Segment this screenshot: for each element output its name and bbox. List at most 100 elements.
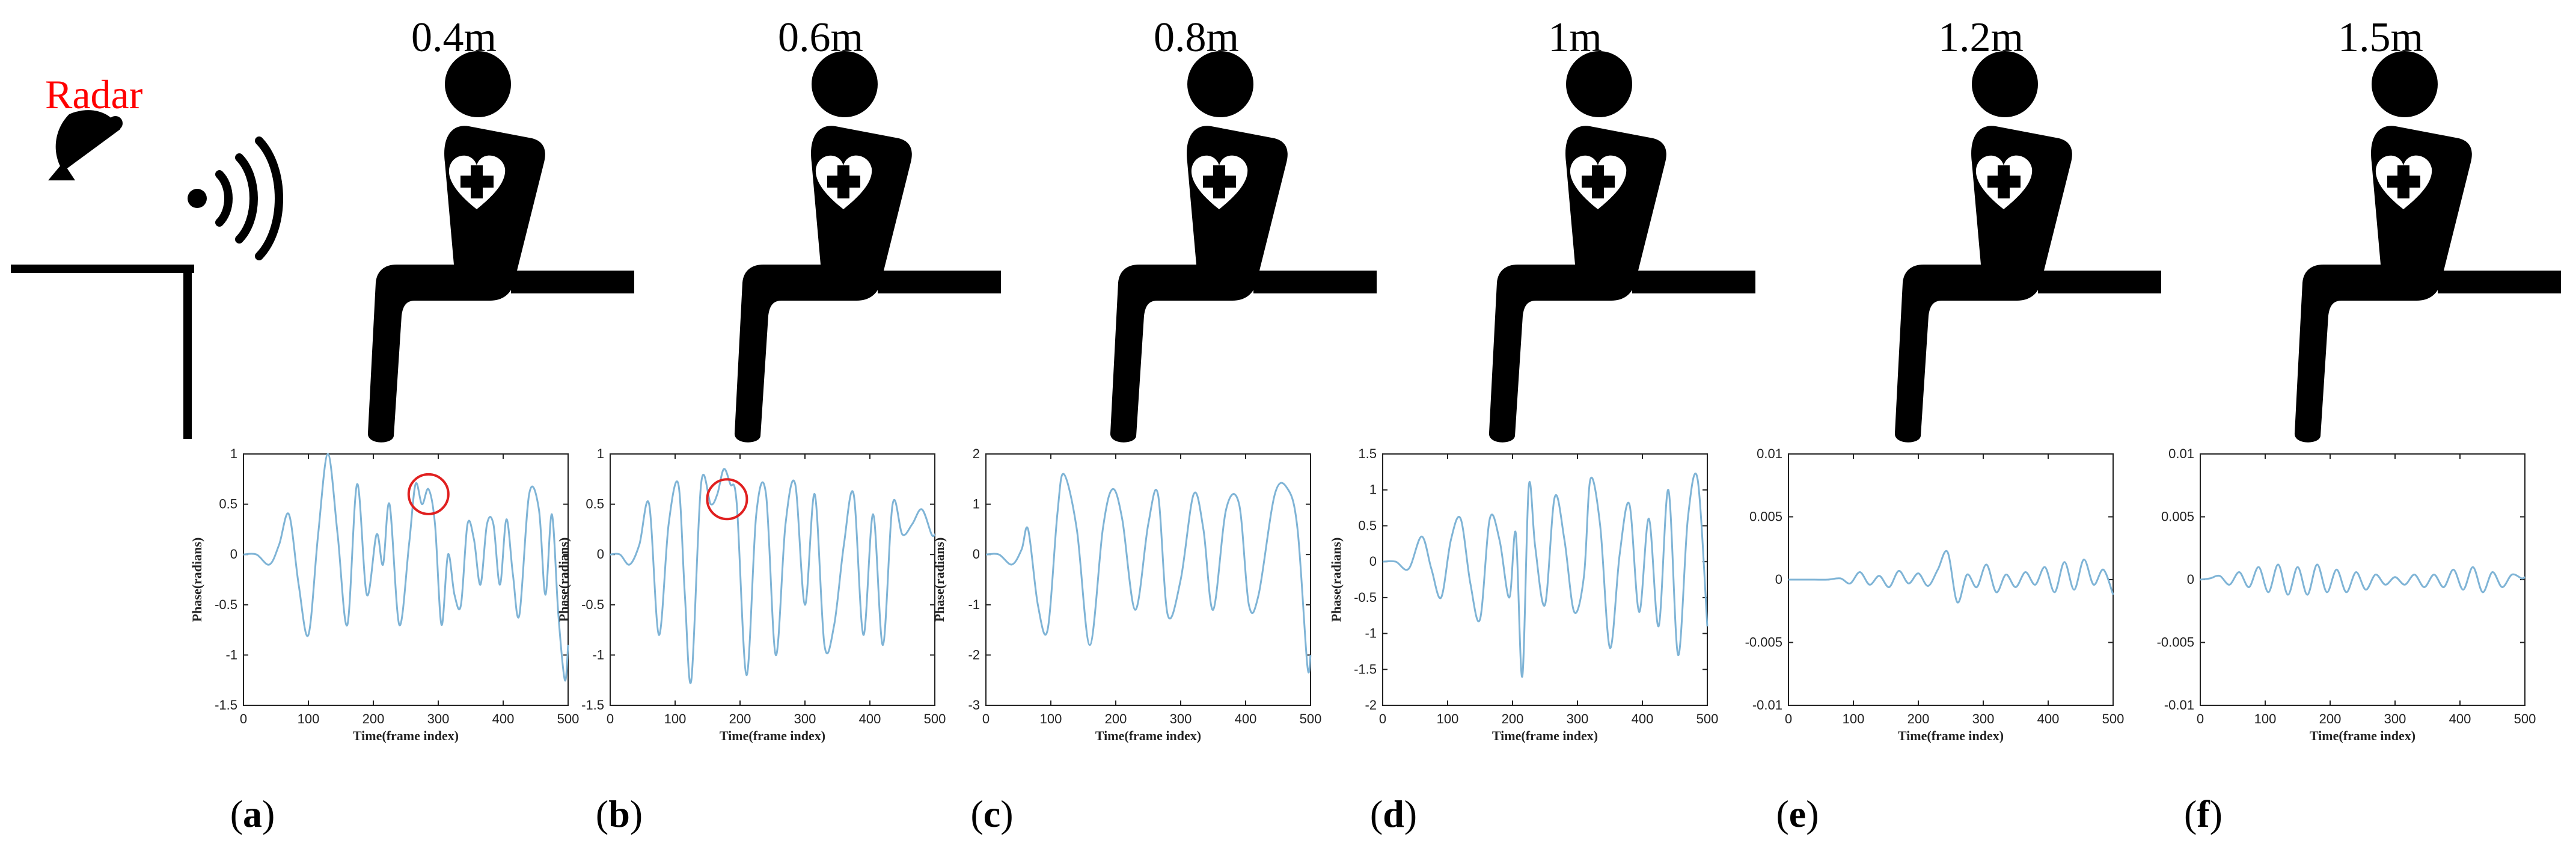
x-axis-label: Time(frame index): [720, 728, 825, 743]
panel-caption: (c): [970, 792, 1013, 835]
y-tick-label: -0.005: [1745, 635, 1782, 650]
x-tick-label: 100: [1040, 711, 1062, 726]
y-tick-label: -0.5: [1354, 590, 1377, 605]
y-tick-label: -2: [1365, 697, 1377, 713]
y-tick-label: -3: [968, 697, 980, 713]
seated-person-heart-icon: [1488, 51, 1755, 443]
phase-series-line: [1382, 473, 1709, 678]
x-tick-label: 400: [2449, 711, 2471, 726]
person-1: 0.4m: [367, 14, 634, 443]
y-tick-label: 0: [230, 547, 237, 562]
x-tick-label: 400: [492, 711, 515, 726]
highlight-circle: [407, 473, 450, 515]
x-tick-label: 500: [1696, 711, 1719, 726]
y-tick-label: 0.01: [2168, 446, 2194, 461]
x-tick-label: 400: [1235, 711, 1257, 726]
y-tick-label: 0.01: [1757, 446, 1782, 461]
seated-person-heart-icon: [367, 51, 634, 443]
caption-close-paren: ): [262, 792, 275, 835]
chart-6: 0 100 200 300 400 500 -0.01 -0.005 0 0.005 0.01 Tim…: [2157, 446, 2536, 743]
y-tick-label: -1.5: [215, 697, 237, 713]
panel-caption: (d): [1370, 792, 1417, 835]
caption-close-paren: ): [1404, 792, 1417, 835]
chart-4: 0 100 200 300 400 500 -2 -1.5 -1 -0.5 0 0.5 1 1.5 Time…: [1329, 446, 1718, 743]
caption-close-paren: ): [1806, 792, 1819, 835]
x-tick-label: 100: [298, 711, 320, 726]
caption-letter: d: [1383, 792, 1404, 835]
plot-frame: [610, 453, 935, 706]
phase-series-line: [2200, 563, 2526, 596]
chart-1: 0 100 200 300 400 500 -1.5 -1 -0.5 0 0.5 1 Time(fram…: [189, 446, 579, 743]
seated-person-heart-icon: [1894, 51, 2161, 443]
y-tick-label: -1: [225, 647, 237, 662]
x-tick-label: 200: [1908, 711, 1930, 726]
y-tick-label: 0.5: [586, 497, 604, 512]
caption-open-paren: (: [1776, 792, 1788, 835]
x-tick-label: 500: [557, 711, 580, 726]
x-tick-label: 0: [240, 711, 247, 726]
x-tick-label: 400: [859, 711, 881, 726]
person-5: 1.2m: [1894, 14, 2161, 443]
radar-table: [11, 265, 194, 439]
panel-caption: (b): [596, 792, 643, 835]
x-tick-label: 300: [1170, 711, 1192, 726]
persons-row: 0.4m 0.6m 0.8m 1m 1.2m 1.5m: [367, 14, 2561, 443]
y-tick-label: -2: [968, 647, 980, 662]
seated-person-heart-icon: [734, 51, 1001, 443]
y-tick-label: -1: [968, 597, 980, 612]
person-6: 1.5m: [2294, 14, 2561, 443]
chart-5: 0 100 200 300 400 500 -0.01 -0.005 0 0.005 0.01 Tim…: [1745, 446, 2125, 743]
x-tick-label: 500: [2102, 711, 2125, 726]
x-axis-label: Time(frame index): [1095, 728, 1201, 743]
y-tick-label: 0.005: [1749, 509, 1782, 524]
y-tick-label: 0: [597, 547, 604, 562]
y-tick-label: -0.5: [215, 597, 237, 612]
panel-caption: (a): [230, 792, 275, 835]
y-axis-label: Phase(radians): [189, 538, 204, 622]
radar-group: Radar: [11, 72, 283, 439]
seated-person-heart-icon: [2294, 51, 2561, 443]
y-tick-label: 1: [1369, 482, 1377, 497]
phase-series-line: [243, 453, 569, 682]
y-tick-label: -1.5: [1354, 661, 1377, 676]
phase-series-line: [1788, 550, 2114, 604]
y-tick-label: -0.005: [2157, 635, 2194, 650]
y-tick-label: 0.5: [219, 497, 237, 512]
x-tick-label: 400: [1632, 711, 1654, 726]
person-2: 0.6m: [734, 14, 1001, 443]
caption-letter: c: [984, 792, 1000, 835]
caption-letter: f: [2197, 792, 2210, 835]
y-tick-label: -0.01: [2164, 697, 2194, 713]
x-tick-label: 200: [729, 711, 751, 726]
x-tick-label: 200: [1502, 711, 1524, 726]
y-tick-label: 0: [1369, 554, 1377, 569]
y-tick-label: 0: [973, 547, 980, 562]
y-tick-label: 1: [973, 497, 980, 512]
y-tick-label: 0.005: [2161, 509, 2194, 524]
x-tick-label: 400: [2037, 711, 2060, 726]
x-tick-label: 500: [2514, 711, 2536, 726]
caption-open-paren: (: [1370, 792, 1383, 835]
y-tick-label: 0: [2187, 572, 2194, 587]
x-tick-label: 200: [363, 711, 385, 726]
y-axis-label: Phase(radians): [932, 538, 947, 622]
caption-open-paren: (: [970, 792, 983, 835]
chart-2: 0 100 200 300 400 500-1.5-1-0.500.51Time(fram…: [556, 446, 946, 743]
caption-close-paren: ): [630, 792, 643, 835]
y-axis-label: Phase(radians): [556, 538, 571, 622]
panel-caption: (f): [2184, 792, 2223, 835]
signal-waves-icon: [188, 136, 283, 260]
y-tick-label: -1.5: [581, 697, 604, 713]
caption-open-paren: (: [2184, 792, 2197, 835]
x-tick-label: 200: [2319, 711, 2342, 726]
caption-close-paren: ): [2210, 792, 2223, 835]
plot-frame: [985, 453, 1311, 706]
y-tick-label: 1: [597, 446, 604, 461]
highlight-circle: [706, 478, 748, 521]
x-tick-label: 100: [664, 711, 687, 726]
y-axis-label: Phase(radians): [1329, 538, 1344, 622]
y-tick-label: -0.01: [1752, 697, 1782, 713]
charts-row: 0 100 200 300 400 500-1.5-1-0.500.51Time(fram…: [189, 446, 2536, 743]
x-tick-label: 300: [427, 711, 450, 726]
